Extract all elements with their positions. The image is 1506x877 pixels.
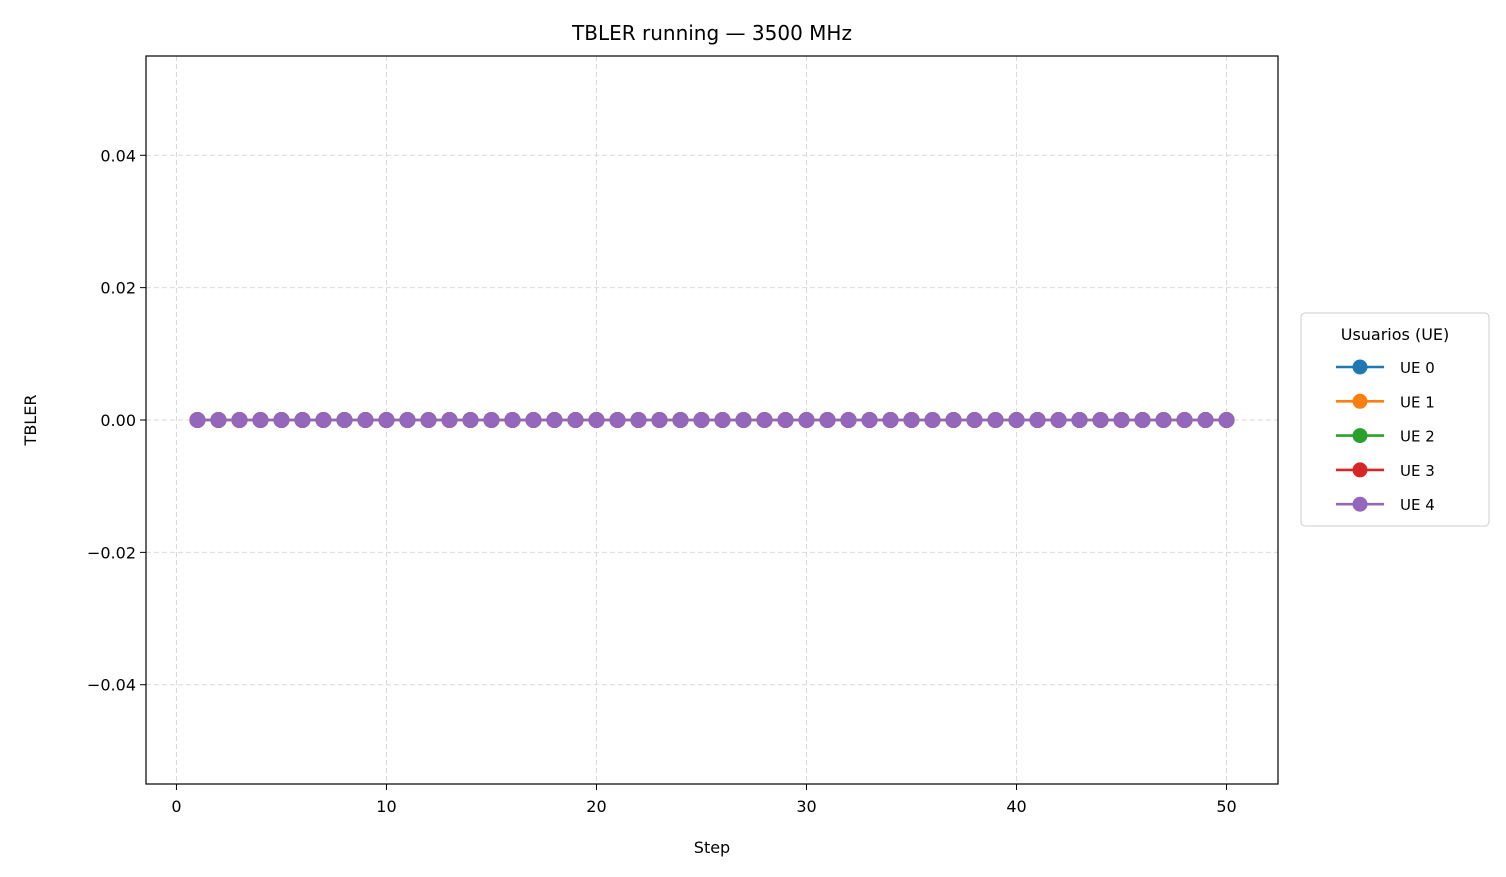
data-point-ue-4: [336, 412, 353, 428]
legend-marker-ue-1: [1352, 393, 1368, 409]
data-point-ue-4: [966, 412, 983, 428]
data-point-ue-4: [588, 412, 605, 428]
data-point-ue-4: [1155, 412, 1172, 428]
data-point-ue-4: [798, 412, 815, 428]
x-tick-label: 0: [171, 797, 181, 816]
data-point-ue-4: [882, 412, 899, 428]
data-point-ue-4: [840, 412, 857, 428]
data-point-ue-4: [273, 412, 290, 428]
legend-box: [1300, 312, 1490, 527]
data-point-ue-4: [567, 412, 584, 428]
data-point-ue-4: [1050, 412, 1067, 428]
legend-title: Usuarios (UE): [1341, 325, 1450, 344]
data-point-ue-4: [1176, 412, 1193, 428]
y-tick-label: 0.00: [100, 411, 136, 430]
legend-label-ue-1: UE 1: [1400, 393, 1435, 411]
legend-entries: UE 0 UE 1 UE 2 UE 3 UE 4: [1336, 359, 1435, 514]
y-tick-label: −0.04: [87, 676, 136, 695]
data-point-ue-4: [357, 412, 374, 428]
data-point-ue-4: [609, 412, 626, 428]
data-point-ue-4: [819, 412, 836, 428]
data-point-ue-4: [1008, 412, 1025, 428]
data-point-ue-4: [1092, 412, 1109, 428]
y-axis-ticks: 0.04 0.02 0.00 −0.02 −0.04: [87, 146, 146, 695]
data-point-ue-4: [525, 412, 542, 428]
data-point-ue-4: [1134, 412, 1151, 428]
data-point-ue-4: [735, 412, 752, 428]
data-point-ue-4: [903, 412, 920, 428]
data-point-ue-4: [1113, 412, 1130, 428]
data-point-ue-4: [945, 412, 962, 428]
legend-marker-ue-3: [1352, 462, 1368, 478]
series-markers: [189, 412, 1235, 428]
data-point-ue-4: [294, 412, 311, 428]
y-tick-label: 0.02: [100, 279, 136, 298]
data-point-ue-4: [1071, 412, 1088, 428]
data-point-ue-4: [714, 412, 731, 428]
data-point-ue-4: [987, 412, 1004, 428]
data-point-ue-4: [924, 412, 941, 428]
data-point-ue-4: [630, 412, 647, 428]
data-point-ue-4: [756, 412, 773, 428]
data-point-ue-4: [546, 412, 563, 428]
legend-marker-ue-2: [1352, 428, 1368, 444]
data-point-ue-4: [693, 412, 710, 428]
data-point-ue-4: [777, 412, 794, 428]
x-tick-label: 50: [1216, 797, 1236, 816]
data-point-ue-4: [462, 412, 479, 428]
data-point-ue-4: [651, 412, 668, 428]
data-point-ue-4: [1197, 412, 1214, 428]
data-point-ue-4: [504, 412, 521, 428]
chart-title: TBLER running — 3500 MHz: [571, 21, 852, 45]
y-tick-label: −0.02: [87, 543, 136, 562]
data-point-ue-4: [252, 412, 269, 428]
x-axis-title: Step: [694, 838, 730, 857]
data-point-ue-4: [672, 412, 689, 428]
legend-marker-ue-4: [1352, 496, 1368, 512]
y-tick-label: 0.04: [100, 146, 136, 165]
data-point-ue-4: [231, 412, 248, 428]
data-point-ue-4: [1218, 412, 1235, 428]
legend-label-ue-4: UE 4: [1400, 496, 1435, 514]
data-point-ue-4: [210, 412, 227, 428]
data-point-ue-4: [1029, 412, 1046, 428]
legend-label-ue-3: UE 3: [1400, 462, 1435, 480]
data-point-ue-4: [483, 412, 500, 428]
legend-label-ue-0: UE 0: [1400, 359, 1435, 377]
legend-label-ue-2: UE 2: [1400, 428, 1435, 446]
x-tick-label: 30: [796, 797, 816, 816]
data-point-ue-4: [315, 412, 332, 428]
y-axis-title: TBLER: [21, 395, 40, 447]
data-point-ue-4: [399, 412, 416, 428]
data-point-ue-4: [441, 412, 458, 428]
x-axis-ticks: 0 10 20 30 40 50: [171, 784, 1237, 816]
x-tick-label: 40: [1006, 797, 1026, 816]
legend-marker-ue-0: [1352, 359, 1368, 375]
data-point-ue-4: [861, 412, 878, 428]
data-point-ue-4: [378, 412, 395, 428]
x-tick-label: 10: [376, 797, 396, 816]
data-point-ue-4: [189, 412, 206, 428]
data-point-ue-4: [420, 412, 437, 428]
x-tick-label: 20: [586, 797, 606, 816]
legend: Usuarios (UE) UE 0 UE 1 UE 2 UE 3 UE 4: [1300, 312, 1490, 527]
